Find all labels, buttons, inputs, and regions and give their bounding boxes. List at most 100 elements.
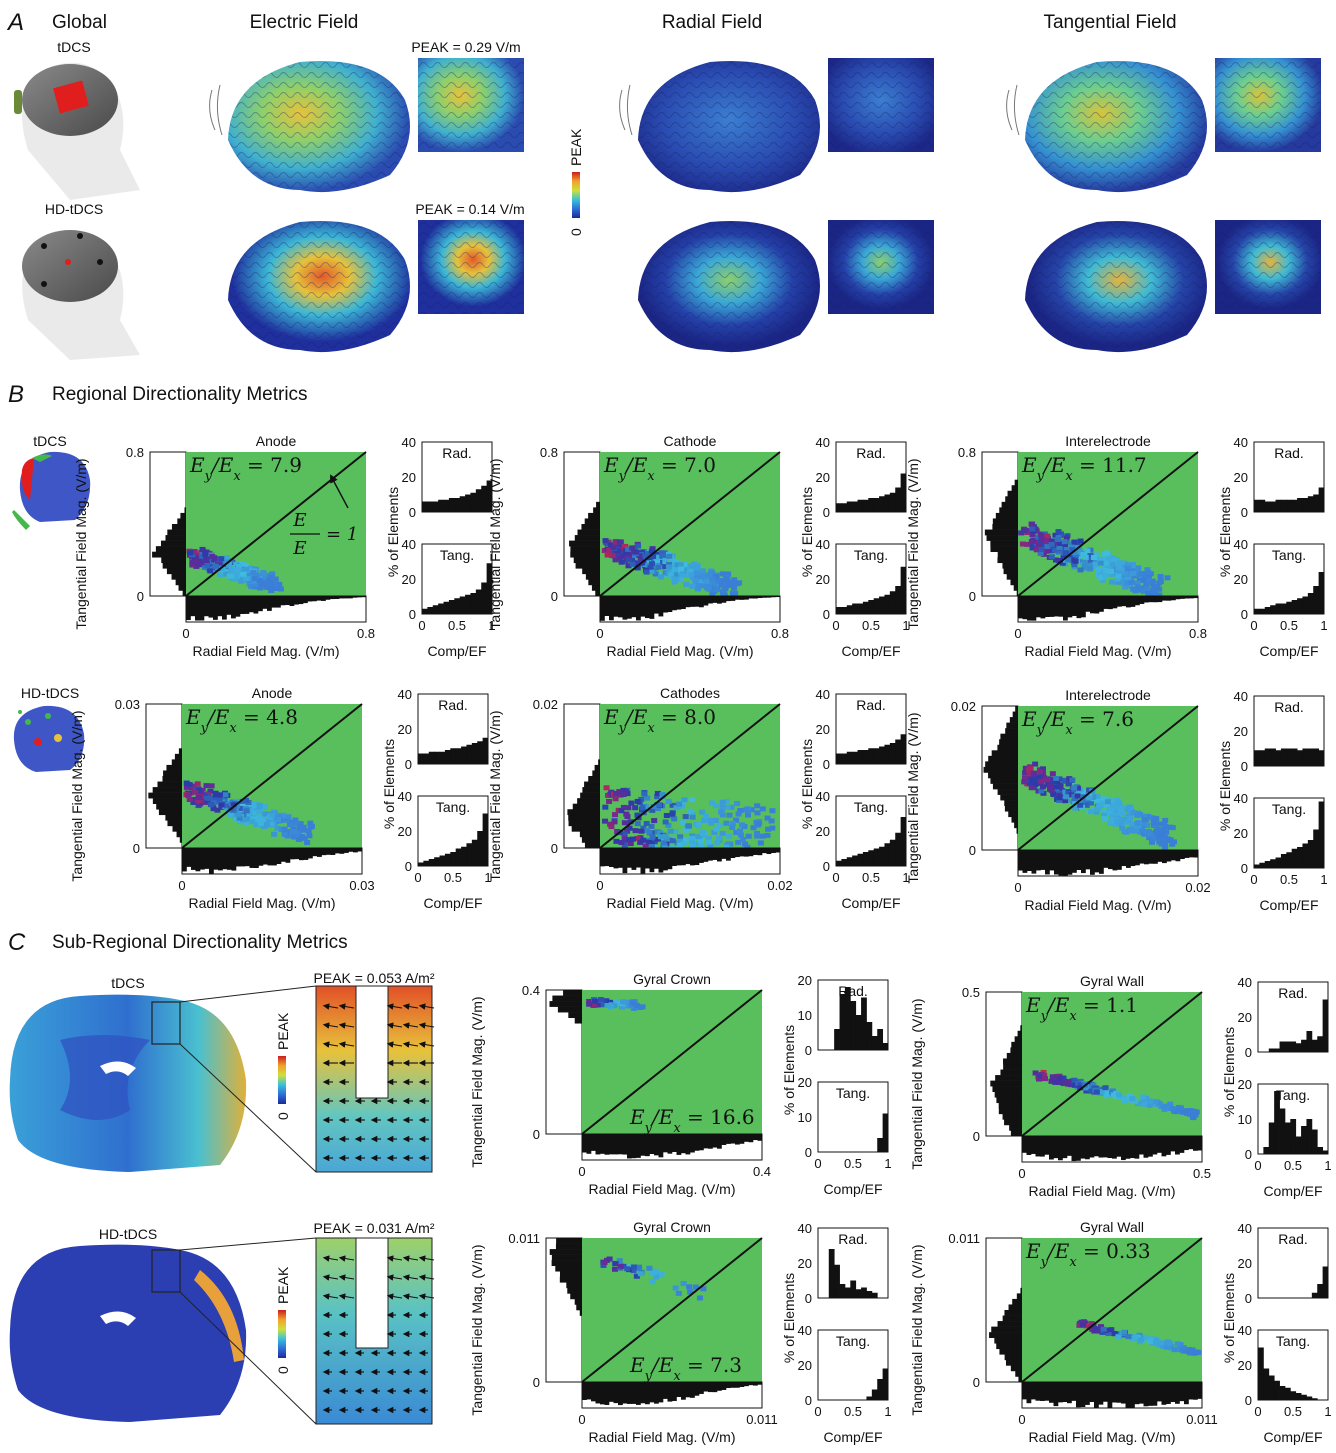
heatmap-cell — [759, 806, 766, 812]
heatmap-cell — [218, 805, 225, 811]
marginal-bar — [570, 546, 600, 552]
heatmap-cell — [603, 998, 610, 1004]
heatmap-cell — [682, 814, 689, 820]
heatmap-cell — [719, 806, 726, 812]
heatmap-cell — [1119, 811, 1126, 817]
heatmap-cell — [666, 553, 673, 559]
heatmap-cell — [244, 816, 251, 822]
marginal-bar — [339, 596, 344, 599]
marginal-bar — [1022, 596, 1028, 620]
field-arrow-grid — [322, 1255, 435, 1414]
heatmap-cell — [1145, 590, 1152, 596]
ratio-value: = 1 — [326, 524, 358, 545]
heatmap-cell — [660, 552, 667, 558]
histogram-bar — [1268, 1375, 1275, 1400]
heatmap-cell — [189, 562, 196, 568]
heatmap-cell — [719, 571, 726, 577]
histogram-y-tick: 20 — [798, 1075, 812, 1090]
marginal-bar — [1004, 1119, 1022, 1126]
marginal-bar — [582, 568, 600, 575]
histogram-bar — [846, 501, 853, 512]
marginal-bar — [712, 596, 718, 603]
heatmap-cell — [1134, 820, 1141, 826]
marginal-bar — [1193, 596, 1199, 599]
montage-label: HD-tDCS — [99, 1226, 157, 1242]
heatmap-cell — [640, 560, 647, 566]
histogram-y-tick: 20 — [816, 572, 830, 587]
heatmap-cell — [647, 564, 654, 570]
heatmap-cell — [1130, 586, 1137, 592]
heatmap-cell — [1024, 541, 1031, 547]
marginal-bar — [582, 787, 600, 793]
field-arrow — [386, 1022, 403, 1029]
marginal-bar — [748, 848, 754, 857]
x-axis-label: Radial Field Mag. (V/m) — [1024, 643, 1171, 659]
brain-radial-field-tdcs — [619, 58, 934, 193]
marginal-bar — [568, 814, 600, 821]
heatmap-cell — [636, 1264, 643, 1270]
marginal-bar — [1139, 1382, 1144, 1404]
y-tick: 0 — [551, 841, 558, 856]
heatmap-cell — [1065, 781, 1072, 787]
histogram-label: Rad. — [1278, 1231, 1308, 1247]
marginal-bar — [613, 1382, 619, 1404]
marginal-bar — [1062, 1382, 1068, 1403]
heatmap-cell — [1061, 539, 1068, 545]
histogram-y-label: % of Elements — [381, 739, 397, 829]
histogram-bar — [895, 739, 902, 764]
heatmap-cell — [187, 550, 194, 556]
heatmap-cell — [1104, 558, 1111, 564]
heatmap-cell — [1041, 1072, 1048, 1078]
marginal-bar — [999, 1348, 1022, 1355]
histogram-bar — [873, 498, 880, 512]
marginal-bar — [1157, 850, 1163, 862]
histogram-y-tick: 0 — [1245, 1393, 1252, 1408]
marginal-bar — [1157, 1382, 1162, 1402]
histogram-bar — [1291, 600, 1298, 614]
marginal-bar — [735, 596, 740, 600]
heatmap-cell — [1091, 1328, 1098, 1334]
heatmap-cell — [1051, 547, 1058, 553]
heatmap-cell — [1077, 1085, 1084, 1091]
heatmap-cell — [223, 555, 230, 561]
marginal-bar — [992, 1086, 1022, 1092]
marginal-bar — [618, 848, 623, 868]
heatmap-cell — [1072, 558, 1079, 564]
marginal-bar — [190, 596, 196, 617]
marginal-bar — [1148, 1382, 1153, 1406]
heatmap-cell — [671, 572, 678, 578]
heatmap-cell — [606, 547, 613, 553]
heatmap-cell — [1125, 576, 1132, 582]
heatmap-cell — [673, 576, 680, 582]
heatmap-cell — [681, 797, 688, 803]
heatmap-cell — [627, 841, 634, 847]
heatmap-cell — [1140, 1094, 1147, 1100]
heatmap-cell — [1082, 801, 1089, 807]
heatmap-cell — [634, 565, 641, 571]
heatmap-cell — [1143, 1334, 1150, 1340]
marginal-bar — [276, 848, 282, 864]
heatmap-cell — [189, 559, 196, 565]
marginal-bar — [161, 557, 186, 564]
histogram-y-tick: 20 — [816, 824, 830, 839]
histogram-bar — [1286, 852, 1293, 868]
heatmap-cell — [1108, 568, 1115, 574]
heatmap-cell — [1087, 547, 1094, 553]
heatmap-cell — [651, 818, 658, 824]
heatmap-cell — [739, 822, 746, 828]
heatmap-cell — [661, 550, 668, 556]
plot-title: Anode — [252, 685, 293, 701]
heatmap-cell — [671, 816, 678, 822]
marginal-bar — [690, 596, 695, 607]
histogram-x-tick: 0.5 — [1284, 1404, 1302, 1419]
heatmap-cell — [715, 578, 722, 584]
heatmap-cell — [687, 1289, 694, 1295]
marginal-bar — [1015, 1370, 1022, 1377]
heatmap-cell — [677, 834, 684, 840]
heatmap-cell — [718, 809, 725, 815]
marginal-bar — [334, 596, 340, 599]
heatmap-cell — [231, 576, 238, 582]
histogram-y-tick: 0 — [1245, 1045, 1252, 1060]
heatmap-cell — [644, 795, 651, 801]
